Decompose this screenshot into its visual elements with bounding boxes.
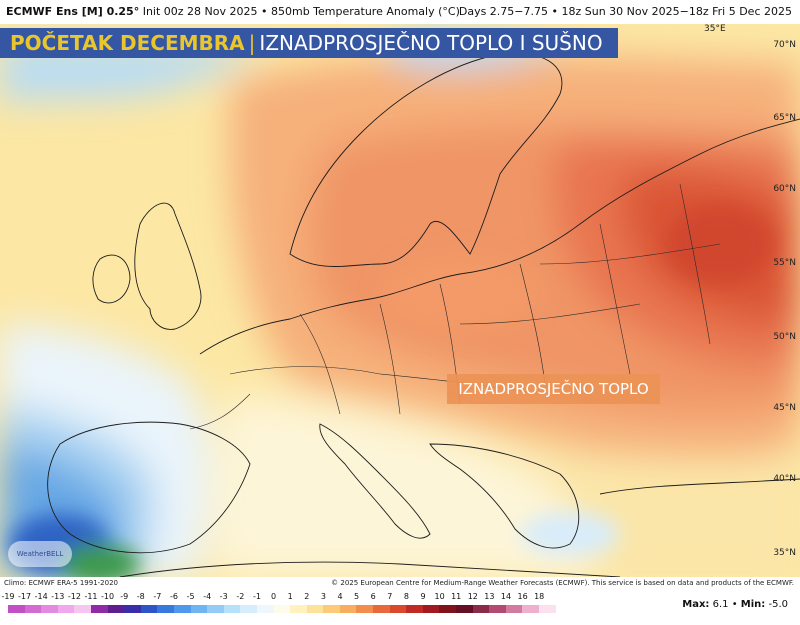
scale-swatch (157, 605, 174, 613)
scale-swatch (290, 605, 307, 613)
climo-note: Climo: ECMWF ERA-5 1991-2020 (4, 579, 118, 587)
color-scale: -19 -17 -14 -13 -12 -11 -10 -9 -8 -7 -6 -5 -4 -3 -2 -1 0… (0, 590, 800, 625)
latitude-label-60: 60°N (773, 184, 796, 194)
scale-tick-label: 16 (517, 592, 528, 601)
scale-swatch (107, 605, 125, 613)
map-canvas (0, 24, 800, 577)
min-value: -5.0 (768, 599, 788, 610)
scale-swatch (8, 605, 25, 613)
scale-tick-label: 5 (354, 592, 360, 601)
scale-swatch (373, 605, 390, 613)
latitude-label-45: 45°N (773, 403, 796, 413)
scale-swatch (406, 605, 423, 613)
scale-swatch (207, 605, 224, 613)
header-title: ECMWF Ens [M] 0.25° Init 00z 28 Nov 2025… (6, 0, 460, 24)
scale-swatch (339, 605, 357, 613)
scale-swatch (522, 605, 539, 613)
title-banner: POČETAK DECEMBRA | IZNADPROSJEČNO TOPLO I … (0, 28, 618, 58)
scale-tick-label: -5 (186, 592, 195, 601)
scale-swatch (223, 605, 241, 613)
scale-swatch (273, 605, 291, 613)
scale-swatch (24, 605, 42, 613)
min-label: Min: (740, 599, 766, 610)
scale-tick-label: 12 (467, 592, 478, 601)
scale-tick-label: -3 (219, 592, 228, 601)
scale-tick-label: 3 (320, 592, 326, 601)
scale-tick-label: -6 (170, 592, 178, 601)
max-label: Max: (682, 599, 710, 610)
scale-swatch (256, 605, 274, 613)
scale-swatch (422, 605, 440, 613)
scale-tick-label: 2 (304, 592, 310, 601)
scale-swatch (41, 605, 58, 613)
anomaly-map (0, 24, 800, 577)
scale-swatch (489, 605, 506, 613)
scale-tick-label: 13 (484, 592, 495, 601)
banner-title-part1: POČETAK DECEMBRA (10, 31, 245, 55)
scale-swatch (90, 605, 108, 613)
scale-tick-label: -19 (1, 592, 15, 601)
map-footer: Climo: ECMWF ERA-5 1991-2020 © 2025 Euro… (0, 577, 800, 590)
scale-tick-label: 1 (287, 592, 293, 601)
scale-swatch (190, 605, 208, 613)
scale-swatch (439, 605, 457, 613)
scale-tick-label: 8 (403, 592, 409, 601)
scale-swatch (456, 605, 473, 613)
longitude-label: 35°E (704, 24, 726, 34)
scale-tick-label: -1 (253, 592, 261, 601)
copyright-note: © 2025 European Centre for Medium-Range … (331, 579, 794, 587)
scale-bar (8, 605, 556, 613)
max-min-readout: Max: 6.1 • Min: -5.0 (682, 599, 788, 610)
scale-swatch (124, 605, 141, 613)
scale-tick-label: 0 (271, 592, 277, 601)
latitude-label-35: 35°N (773, 548, 796, 558)
scale-tick-label: 18 (534, 592, 545, 601)
scale-swatch (173, 605, 191, 613)
scale-tick-label: -17 (18, 592, 32, 601)
scale-swatch (472, 605, 490, 613)
scale-tick-label: 10 (434, 592, 445, 601)
coastlines (47, 52, 800, 577)
scale-swatch (240, 605, 257, 613)
scale-tick-label: -2 (236, 592, 245, 601)
scale-tick-label: 9 (420, 592, 426, 601)
scale-tick-label: -8 (136, 592, 145, 601)
scale-swatch (539, 605, 556, 613)
scale-swatch (140, 605, 158, 613)
latitude-label-50: 50°N (773, 332, 796, 342)
scale-tick-label: -9 (120, 592, 129, 601)
latitude-label-55: 55°N (773, 258, 796, 268)
scale-swatch (323, 605, 340, 613)
weatherbell-logo: WeatherBELL (8, 541, 72, 567)
scale-swatch (356, 605, 374, 613)
scale-tick-label: -12 (67, 592, 81, 601)
scale-tick-label: -11 (84, 592, 98, 601)
scale-tick-label: 7 (387, 592, 393, 601)
latitude-label-40: 40°N (773, 474, 796, 484)
scale-tick-label: -4 (203, 592, 212, 601)
banner-separator: | (248, 31, 256, 55)
banner-title-part2: IZNADPROSJEČNO TOPLO I SUŠNO (259, 31, 603, 55)
scale-tick-label: -14 (34, 592, 48, 601)
scale-swatch (57, 605, 75, 613)
latitude-label-65: 65°N (773, 113, 796, 123)
scale-tick-label: 6 (370, 592, 376, 601)
scale-tick-label: -13 (51, 592, 65, 601)
scale-swatch (306, 605, 324, 613)
scale-tick-label: -10 (101, 592, 115, 601)
valid-period: Days 2.75−7.75 • 18z Sun 30 Nov 2025−18z… (458, 5, 792, 18)
model-name: ECMWF Ens [M] 0.25° (6, 5, 140, 18)
scale-tick-label: 14 (500, 592, 512, 601)
init-info: Init 00z 28 Nov 2025 • 850mb Temperature… (142, 5, 460, 18)
scale-swatch (505, 605, 523, 613)
region-callout: IZNADPROSJEČNO TOPLO (447, 374, 660, 404)
scale-swatch (389, 605, 407, 613)
map-header: ECMWF Ens [M] 0.25° Init 00z 28 Nov 2025… (0, 0, 800, 24)
latitude-label-70: 70°N (773, 40, 796, 50)
scale-tick-label: 11 (451, 592, 462, 601)
max-value: 6.1 (712, 599, 729, 610)
scale-swatch (74, 605, 91, 613)
scale-tick-label: 4 (337, 592, 343, 601)
scale-tick-label: -7 (153, 592, 162, 601)
